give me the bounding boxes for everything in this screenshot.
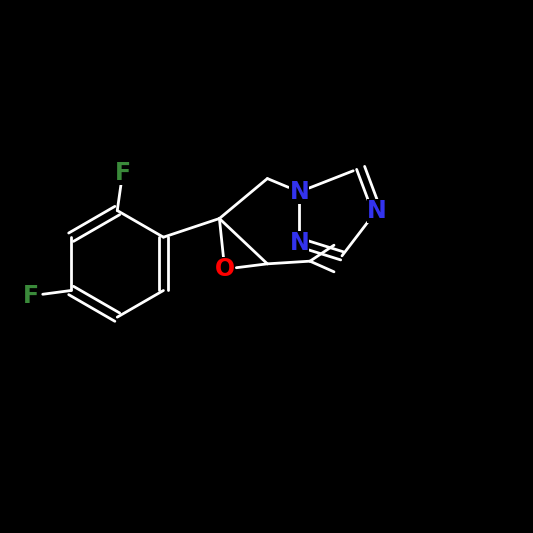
Text: F: F [115,161,131,185]
Text: N: N [289,180,309,204]
Text: N: N [367,198,386,223]
Text: N: N [289,230,309,255]
Text: F: F [23,284,39,308]
Text: O: O [215,257,235,281]
